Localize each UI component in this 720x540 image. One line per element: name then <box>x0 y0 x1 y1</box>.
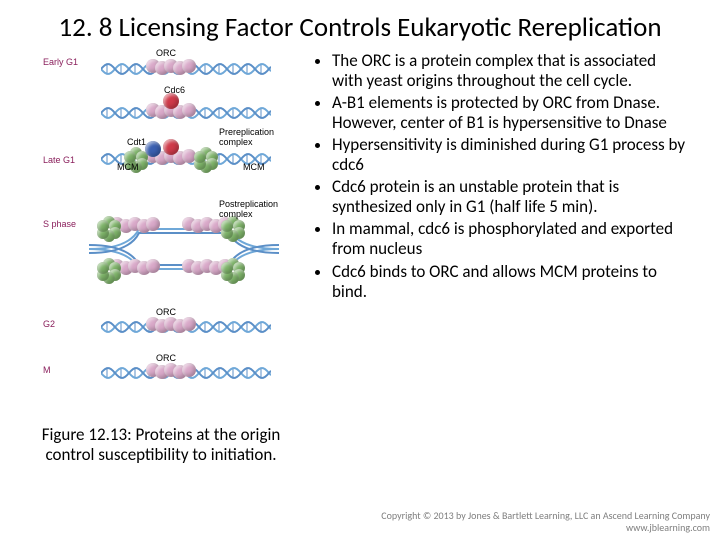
mcm-sphere <box>194 151 206 163</box>
phase-label: Late G1 <box>43 155 75 165</box>
phase-label: G2 <box>43 319 55 329</box>
figure-label: Cdc6 <box>164 85 185 95</box>
phase-label: Early G1 <box>43 57 78 67</box>
bullet-item: Cdc6 protein is an unstable protein that… <box>332 177 690 217</box>
figure-label: complex <box>219 209 253 219</box>
mcm-sphere <box>124 151 136 163</box>
figure-label: ORC <box>156 48 176 58</box>
bullet-list: The ORC is a protein complex that is ass… <box>304 51 690 302</box>
mcm-sphere <box>221 220 233 232</box>
bullet-item: Cdc6 binds to ORC and allows MCM protein… <box>332 262 690 302</box>
mcm-sphere <box>221 262 233 274</box>
bullet-item: A-B1 elements is protected by ORC from D… <box>332 93 690 133</box>
mcm-sphere <box>97 262 109 274</box>
bullet-item: The ORC is a protein complex that is ass… <box>332 51 690 91</box>
figure-label: Postreplication <box>219 199 278 209</box>
slide-body: Early G1 Late G1 S phase G2 M ORC Cdc6 Cdt1 Prer… <box>30 51 690 464</box>
figure-caption: Figure 12.13: Proteins at the origin con… <box>31 425 291 464</box>
cdc6-sphere <box>163 139 179 155</box>
figure-label: MCM <box>117 162 139 172</box>
bullet-item: Hypersensitivity is diminished during G1… <box>332 135 690 175</box>
figure-label: complex <box>219 137 253 147</box>
slide-title: 12. 8 Licensing Factor Controls Eukaryot… <box>30 12 690 43</box>
bullet-item: In mammal, cdc6 is phosphorylated and ex… <box>332 219 690 259</box>
copyright-attribution: Copyright © 2013 by Jones & Bartlett Lea… <box>381 510 710 534</box>
figure-diagram: Early G1 Late G1 S phase G2 M ORC Cdc6 Cdt1 Prer… <box>41 51 281 401</box>
slide: 12. 8 Licensing Factor Controls Eukaryot… <box>0 0 720 540</box>
figure-label: ORC <box>156 353 176 363</box>
mcm-sphere <box>97 220 109 232</box>
phase-label: M <box>43 365 51 375</box>
cdc6-sphere <box>163 93 179 109</box>
figure-label: ORC <box>156 307 176 317</box>
figure-label: MCM <box>243 162 265 172</box>
text-column: The ORC is a protein complex that is ass… <box>304 51 690 464</box>
figure-label: Prereplication <box>219 127 274 137</box>
phase-label: S phase <box>43 219 76 229</box>
site-line: www.jblearning.com <box>381 522 710 534</box>
figure-label: Cdt1 <box>127 137 146 147</box>
cdt1-sphere <box>145 141 161 157</box>
figure-column: Early G1 Late G1 S phase G2 M ORC Cdc6 Cdt1 Prer… <box>30 51 292 464</box>
